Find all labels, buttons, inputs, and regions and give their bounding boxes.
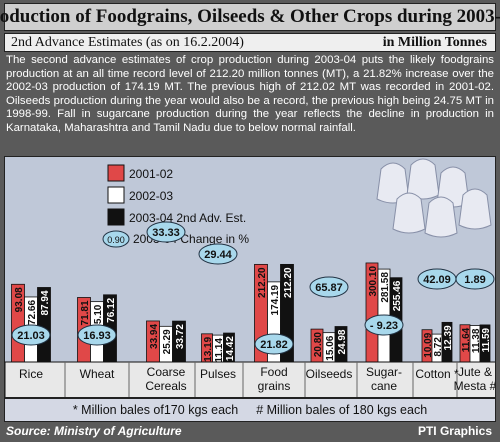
change-bubble: [146, 221, 186, 243]
legend-swatch: [107, 186, 125, 204]
legend-swatch: [107, 208, 125, 226]
change-value: - 9.23: [370, 320, 398, 332]
change-value: 65.87: [315, 282, 343, 294]
unit-label: in Million Tonnes: [382, 35, 487, 50]
category-label: Cotton *: [415, 367, 459, 381]
category-label: grains: [258, 379, 291, 393]
change-value: 1.89: [464, 274, 485, 286]
bar-value-label: 174.19: [270, 284, 281, 315]
change-value: 21.82: [260, 339, 288, 351]
source-text: Source: Ministry of Agriculture: [6, 424, 182, 438]
bar-value-label: 13.19: [203, 336, 214, 361]
bar-value-label: 8.72: [433, 337, 444, 357]
change-bubble: [309, 276, 349, 298]
change-bubble: [198, 243, 238, 265]
bar-value-label: 65.10: [93, 304, 104, 329]
bar-value-label: 24.98: [337, 329, 348, 354]
change-bubble: [11, 324, 51, 346]
category-label: Rice: [19, 367, 43, 381]
category-label: Coarse: [147, 365, 186, 379]
bar-value-label: 12.39: [443, 325, 454, 350]
chart-title: Production of Foodgrains, Oilseeds & Oth…: [0, 6, 500, 27]
bar-value-label: 11.64: [461, 327, 472, 352]
bar-chart: 2001-02 2002-03 2003-04 2nd Adv. Est. 0.90 2…: [5, 158, 496, 397]
grain-sack-icon: [458, 188, 492, 230]
bar-value-label: 15.06: [325, 335, 336, 360]
grain-sack-icon: [424, 196, 458, 238]
change-value: 29.44: [204, 249, 232, 261]
bar-value-label: 11.38: [471, 328, 482, 353]
legend-change-value: 0.90: [107, 235, 125, 245]
bar-value-label: 10.09: [423, 332, 434, 357]
legend-label: 2001-02: [129, 167, 173, 181]
title-bar: Production of Foodgrains, Oilseeds & Oth…: [0, 3, 500, 31]
category-label: Wheat: [80, 367, 115, 381]
bar-value-label: 11.59: [481, 327, 492, 352]
chart-subtitle: 2nd Advance Estimates (as on 16.2.2004): [11, 35, 244, 50]
bar-value-label: 212.20: [257, 267, 268, 298]
category-label: Pulses: [200, 367, 236, 381]
legend-label: 2003-04 2nd Adv. Est.: [129, 211, 246, 225]
change-bubble: [77, 324, 117, 346]
category-label: Oilseeds: [306, 367, 353, 381]
legend-swatch: [107, 164, 125, 182]
footnote-cotton: * Million bales of170 kgs each: [72, 403, 239, 417]
footnotes: * Million bales of170 kgs each # Million…: [4, 398, 496, 422]
bar-value-label: 76.12: [106, 297, 117, 322]
bar-value-label: 281.58: [380, 272, 391, 303]
subtitle-bar: 2nd Advance Estimates (as on 16.2.2004) …: [4, 33, 496, 52]
category-label: cane: [371, 379, 397, 393]
bar-value-label: 33.94: [149, 324, 160, 349]
change-value: 42.09: [423, 274, 451, 286]
bar-value-label: 20.80: [313, 332, 324, 357]
bar-value-label: 300.10: [368, 266, 379, 297]
bar-value-label: 255.46: [392, 280, 403, 311]
bar-value-label: 33.72: [175, 324, 186, 349]
change-bubble: [254, 333, 294, 355]
category-label: Food: [260, 365, 287, 379]
chart-area: 2001-02 2002-03 2003-04 2nd Adv. Est. 0.90 2…: [4, 156, 496, 398]
bar-value-label: 11.14: [214, 338, 225, 363]
change-value: 16.93: [83, 330, 111, 342]
change-value: 33.33: [152, 227, 180, 239]
category-label: Mesta #: [454, 379, 496, 393]
footer: Source: Ministry of Agriculture PTI Grap…: [4, 424, 496, 440]
change-bubble: [455, 268, 495, 290]
category-label: Cereals: [145, 379, 186, 393]
legend-label: 2002-03: [129, 189, 173, 203]
change-bubble: [364, 314, 404, 336]
credit-text: PTI Graphics: [417, 424, 492, 438]
change-value: 21.03: [17, 330, 45, 342]
category-label: Sugar-: [366, 365, 402, 379]
description-text: The second advance estimates of crop pro…: [6, 54, 494, 134]
bar-value-label: 212.20: [283, 267, 294, 298]
bar-value-label: 14.42: [225, 336, 236, 361]
footnote-jute: # Million bales of 180 kgs each: [256, 403, 428, 417]
grain-sack-icon: [392, 192, 426, 234]
bar-value-label: 93.08: [14, 287, 25, 312]
bar-value-label: 25.29: [162, 329, 173, 354]
bar-value-label: 72.66: [27, 300, 38, 325]
bar-value-label: 71.81: [80, 300, 91, 325]
bar-value-label: 87.94: [40, 290, 51, 315]
legend-change-bubble: [102, 230, 130, 248]
category-label: Jute &: [458, 365, 492, 379]
